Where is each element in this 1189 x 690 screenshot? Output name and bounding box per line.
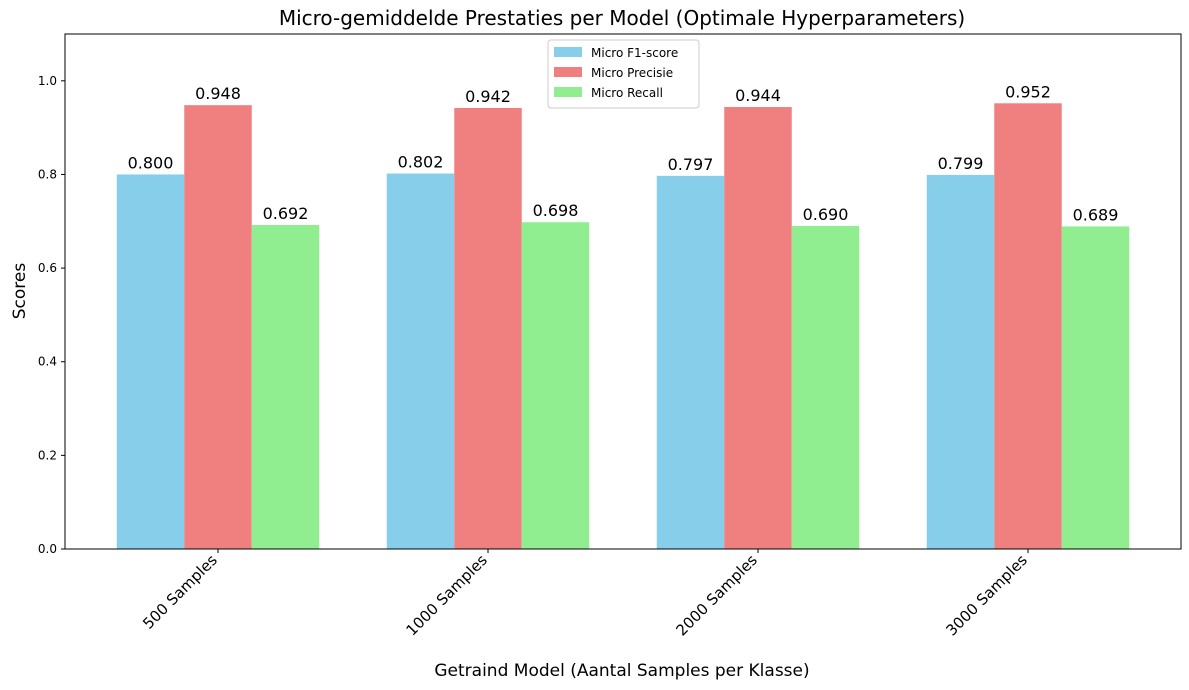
legend-label: Micro Precisie <box>591 66 673 80</box>
y-tick-label: 0.6 <box>38 261 57 275</box>
y-axis-label: Scores <box>10 263 30 320</box>
data-label: 0.797 <box>668 155 714 174</box>
y-tick-label: 0.0 <box>38 542 57 556</box>
data-label: 0.698 <box>533 201 579 220</box>
bar <box>1061 226 1130 549</box>
y-tick-label: 0.2 <box>38 448 57 462</box>
bar <box>791 225 860 550</box>
bar <box>386 173 455 549</box>
data-label: 0.944 <box>735 86 781 105</box>
y-tick-label: 1.0 <box>38 74 57 88</box>
bar <box>724 107 792 549</box>
x-tick-label: 3000 Samples <box>942 551 1031 640</box>
y-tick-label: 0.8 <box>38 167 57 181</box>
data-label: 0.802 <box>398 153 444 172</box>
bar <box>994 103 1062 550</box>
chart-title: Micro-gemiddelde Prestaties per Model (O… <box>279 6 965 30</box>
bars-layer <box>116 103 1130 550</box>
y-tick-label: 0.4 <box>38 355 57 369</box>
bar <box>926 174 995 549</box>
data-label: 0.799 <box>938 154 984 173</box>
x-axis-label: Getraind Model (Aantal Samples per Klass… <box>434 661 809 681</box>
legend-box <box>547 39 700 109</box>
legend-label: Micro Recall <box>591 86 663 100</box>
legend-swatch <box>554 47 582 57</box>
bar <box>454 107 522 550</box>
bar <box>656 175 725 550</box>
bar <box>184 105 252 549</box>
data-label: 0.948 <box>195 84 241 103</box>
bar <box>251 225 320 549</box>
data-label: 0.800 <box>128 153 174 172</box>
x-tick-label: 2000 Samples <box>672 551 761 640</box>
plot-frame <box>64 33 1182 550</box>
legend: Micro F1-score Micro Precisie Micro Recall <box>547 39 700 109</box>
data-label: 0.690 <box>803 205 849 224</box>
x-tick-label: 500 Samples <box>139 551 221 633</box>
data-labels-layer: 0.800 0.948 0.692 0.802 0.942 0.698 0.797 0.944… <box>128 82 1119 224</box>
legend-label: Micro F1-score <box>591 46 678 60</box>
legend-swatch <box>554 67 582 77</box>
bar <box>116 174 185 550</box>
bar <box>521 222 590 549</box>
data-label: 0.942 <box>465 87 511 106</box>
data-label: 0.952 <box>1005 82 1051 101</box>
data-label: 0.692 <box>263 204 309 223</box>
legend-swatch <box>554 87 582 97</box>
x-tick-label: 1000 Samples <box>402 551 491 640</box>
data-label: 0.689 <box>1073 205 1119 224</box>
